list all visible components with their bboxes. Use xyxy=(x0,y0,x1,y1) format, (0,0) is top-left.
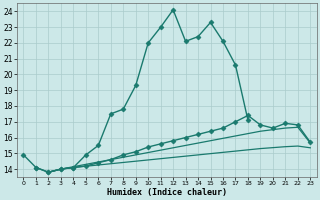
X-axis label: Humidex (Indice chaleur): Humidex (Indice chaleur) xyxy=(107,188,227,197)
